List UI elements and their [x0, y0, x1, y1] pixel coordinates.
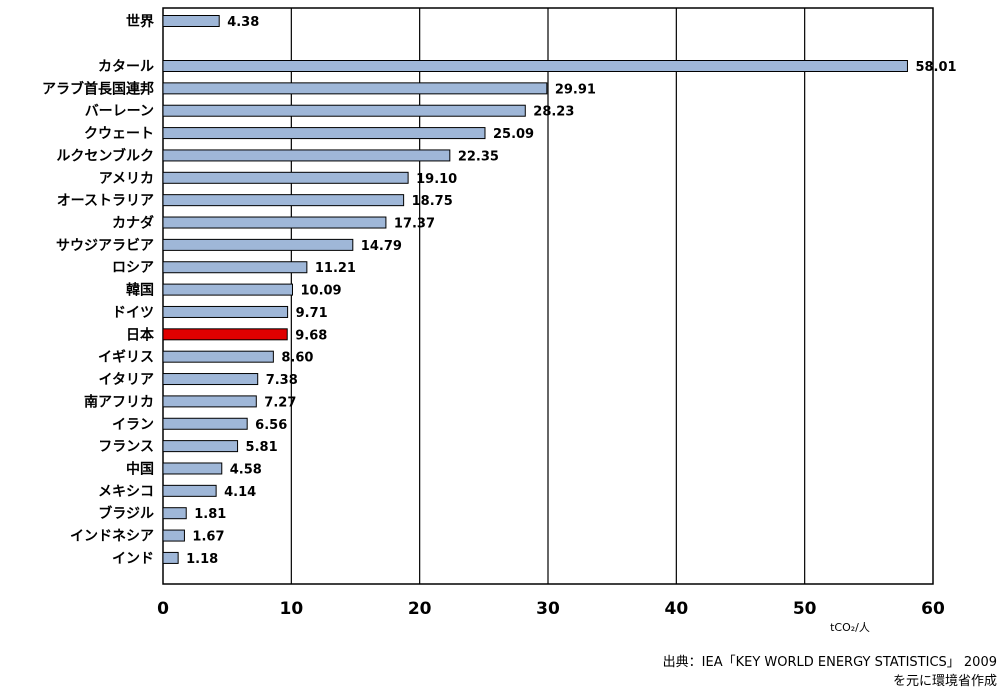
category-label: アメリカ: [99, 171, 154, 187]
value-label: 4.58: [230, 462, 262, 477]
x-tick-labels: 0 10 20 30 40 50 60: [157, 599, 945, 619]
value-label: 29.91: [555, 82, 596, 97]
bar: [162, 484, 217, 497]
bar: [162, 328, 288, 341]
bar: [162, 529, 185, 542]
value-label: 11.21: [315, 261, 356, 276]
bar: [162, 440, 239, 453]
value-label: 25.09: [493, 127, 534, 142]
category-label: オーストラリア: [57, 193, 154, 209]
value-label: 4.14: [224, 485, 256, 500]
category-label: イギリス: [98, 349, 154, 366]
x-tick-label: 10: [279, 599, 303, 619]
category-label: サウジアラビア: [56, 238, 154, 254]
category-label: インドネシア: [70, 529, 154, 545]
category-label: クウェート: [84, 126, 154, 142]
value-label: 1.67: [192, 530, 224, 545]
bar: [162, 283, 293, 296]
category-label: カタール: [98, 59, 154, 75]
category-label: 南アフリカ: [84, 393, 154, 410]
bar: [162, 305, 289, 318]
category-label: 世界: [126, 13, 155, 30]
bar: [162, 417, 248, 430]
x-tick-label: 20: [408, 599, 432, 619]
unit-label: tCO₂/人: [830, 621, 870, 634]
bar: [162, 216, 387, 229]
x-tick-label: 60: [921, 599, 945, 619]
category-label: メキシコ: [98, 484, 154, 500]
value-label: 14.79: [361, 239, 402, 254]
value-label: 7.38: [266, 373, 298, 388]
bar: [162, 261, 308, 274]
value-label: 7.27: [264, 395, 296, 410]
bar: [162, 82, 548, 95]
bar: [162, 149, 451, 162]
category-label: ドイツ: [112, 305, 154, 321]
category-label: フランス: [98, 439, 154, 455]
bar: [162, 194, 405, 207]
x-tick-label: 0: [157, 599, 169, 619]
value-label: 28.23: [533, 105, 574, 120]
value-label: 1.81: [194, 507, 226, 522]
bar: [162, 104, 526, 117]
value-label: 6.56: [255, 418, 287, 433]
category-label: カナダ: [112, 215, 154, 232]
bar: [162, 350, 274, 363]
category-label: イタリア: [99, 372, 154, 388]
bar: [162, 507, 187, 520]
value-label: 9.71: [296, 306, 328, 321]
category-label: アラブ首長国連邦: [42, 80, 154, 97]
value-label: 4.38: [227, 15, 259, 30]
grid: [162, 7, 934, 585]
value-label: 19.10: [416, 172, 457, 187]
bar: [162, 395, 257, 408]
x-tick-label: 50: [793, 599, 817, 619]
category-labels: 世界カタールアラブ首長国連邦バーレーンクウェートルクセンブルクアメリカオーストラ…: [42, 13, 155, 567]
value-label: 8.60: [281, 351, 313, 366]
bars: [162, 15, 908, 564]
bar: [162, 15, 220, 27]
value-label: 58.01: [915, 60, 956, 75]
category-label: バーレーン: [85, 104, 154, 120]
value-label: 9.68: [295, 328, 327, 343]
value-label: 17.37: [394, 217, 435, 232]
value-label: 22.35: [458, 149, 499, 164]
bar: [162, 551, 179, 564]
category-label: ルクセンブルク: [56, 147, 154, 164]
category-label: 韓国: [126, 282, 154, 299]
category-label: 日本: [126, 326, 155, 343]
category-label: 中国: [126, 460, 154, 477]
category-label: ロシア: [112, 260, 154, 276]
x-tick-label: 40: [664, 599, 688, 619]
bar: [162, 373, 259, 386]
value-label: 10.09: [300, 284, 341, 299]
category-label: インド: [112, 551, 154, 567]
source-line-1: 出典：IEA「KEY WORLD ENERGY STATISTICS」 2009: [662, 655, 997, 670]
bar: [162, 238, 354, 251]
value-label: 18.75: [412, 194, 453, 209]
bar: [162, 171, 409, 184]
source-line-2: を元に環境省作成: [892, 674, 997, 689]
x-tick-label: 30: [536, 599, 560, 619]
value-label: 1.18: [186, 552, 218, 567]
category-label: ブラジル: [98, 505, 154, 522]
category-label: イラン: [112, 417, 154, 433]
bar: [162, 60, 908, 72]
value-label: 5.81: [246, 440, 278, 455]
bar: [162, 127, 486, 140]
bar: [162, 462, 223, 475]
